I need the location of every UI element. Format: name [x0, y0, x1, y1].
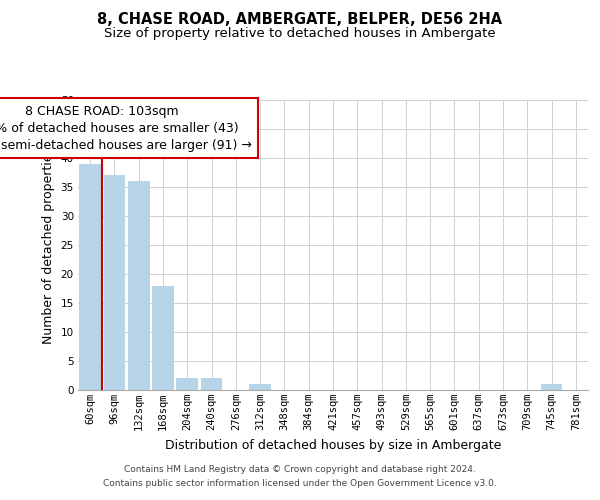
Bar: [176, 378, 198, 390]
Bar: [79, 164, 101, 390]
Text: Contains HM Land Registry data © Crown copyright and database right 2024.
Contai: Contains HM Land Registry data © Crown c…: [103, 466, 497, 487]
Bar: [128, 181, 149, 390]
Bar: [200, 378, 223, 390]
Bar: [152, 286, 174, 390]
Text: 8, CHASE ROAD, AMBERGATE, BELPER, DE56 2HA: 8, CHASE ROAD, AMBERGATE, BELPER, DE56 2…: [97, 12, 503, 28]
Bar: [104, 176, 125, 390]
Text: Size of property relative to detached houses in Ambergate: Size of property relative to detached ho…: [104, 28, 496, 40]
Bar: [541, 384, 562, 390]
X-axis label: Distribution of detached houses by size in Ambergate: Distribution of detached houses by size …: [165, 438, 501, 452]
Text: 8 CHASE ROAD: 103sqm
← 32% of detached houses are smaller (43)
67% of semi-detac: 8 CHASE ROAD: 103sqm ← 32% of detached h…: [0, 104, 252, 152]
Y-axis label: Number of detached properties: Number of detached properties: [42, 146, 55, 344]
Bar: [249, 384, 271, 390]
